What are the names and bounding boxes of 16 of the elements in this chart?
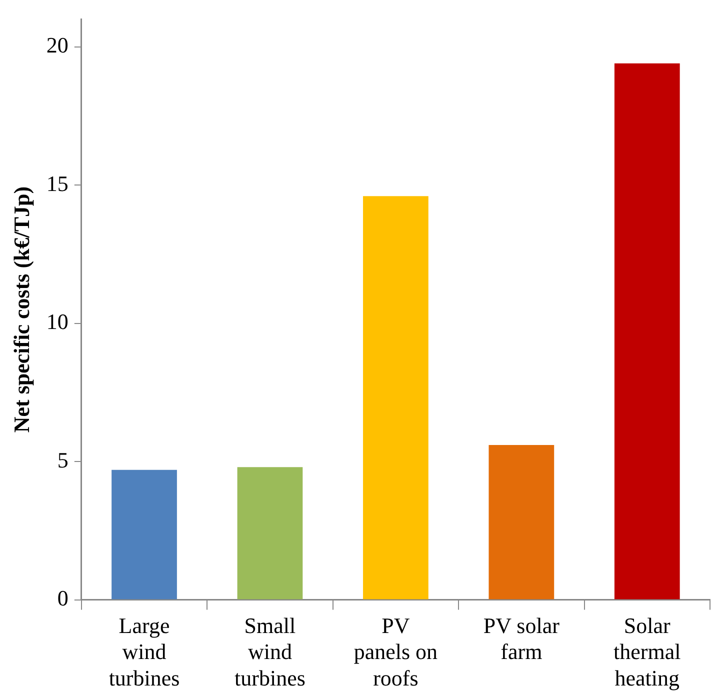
y-tick-label: 15 <box>46 170 68 196</box>
y-tick-label: 10 <box>46 309 68 334</box>
bar <box>614 63 680 600</box>
y-tick-label: 5 <box>57 447 68 472</box>
x-tick-label: PV solar farm <box>483 612 560 664</box>
x-tick-label: Solar thermal heating <box>614 612 681 691</box>
x-tick-label: Small wind turbines <box>234 612 306 691</box>
bar <box>237 467 303 600</box>
y-tick-label: 0 <box>57 586 68 611</box>
x-tick-label: Large wind turbines <box>108 612 180 691</box>
y-tick-label: 20 <box>46 32 68 58</box>
y-axis-title: Net specific costs (k€/TJp) <box>8 186 34 433</box>
bar <box>112 470 177 600</box>
bar <box>488 444 554 600</box>
bar <box>363 196 428 600</box>
x-tick-label: PV panels on roofs <box>354 612 438 691</box>
